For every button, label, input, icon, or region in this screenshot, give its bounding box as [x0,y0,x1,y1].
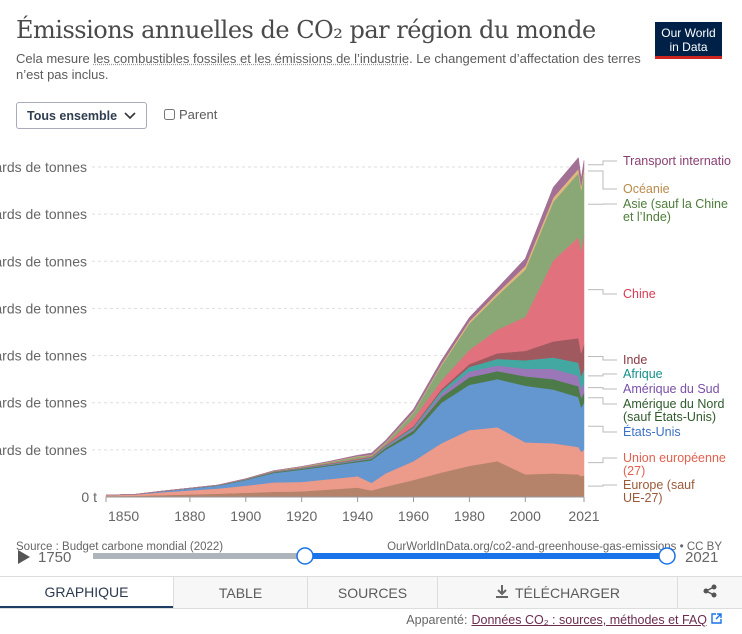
tab-download[interactable]: TÉLÉCHARGER [437,577,677,608]
owid-logo[interactable]: Our World in Data [655,22,722,59]
series-label[interactable]: Océanie [623,183,670,196]
y-tick-label: 25 milliards de tonnes [0,253,87,269]
subtitle-text: . Le changement d’affectation des terres… [16,51,641,82]
tab-bar: GRAPHIQUE TABLE SOURCES TÉLÉCHARGER [0,576,742,609]
series-label[interactable]: Chine [623,288,656,301]
parent-label: Parent [179,107,218,122]
series-label[interactable]: Asie (sauf la Chine et l’Inde) [623,198,728,224]
series-label[interactable]: Transport internatio [623,155,731,168]
x-tick-label: 2021 [568,508,599,524]
series-label-line: Afrique [623,367,663,381]
timeline-start-handle[interactable] [296,547,314,565]
label-connector [588,457,617,464]
x-tick-label: 1850 [108,508,139,524]
label-connector [588,170,617,190]
chevron-down-icon [124,109,136,123]
parent-checkbox[interactable]: Parent [164,107,217,122]
y-tick-label: 10 milliards de tonnes [0,395,87,411]
series-label[interactable]: Inde [623,354,647,367]
series-label-line: UE-27) [623,491,663,505]
y-tick-label: 5 milliards de tonnes [0,442,87,458]
share-icon [703,584,717,601]
series-label-line: Amérique du Sud [623,382,720,396]
label-connector [588,160,617,166]
dropdown-value: Tous ensemble [27,108,118,123]
tab-label: TÉLÉCHARGER [514,584,621,601]
label-connector [588,289,617,295]
related-line: Apparenté: Données CO₂ : sources, méthode… [406,613,722,627]
source-text: Source : Budget carbone mondial (2022) [16,541,224,553]
download-icon [495,584,509,601]
series-label-line: et l’Inde) [623,210,671,224]
series-label[interactable]: Europe (sauf UE-27) [623,479,695,505]
timeline-end-handle[interactable] [658,547,676,565]
y-tick-label: 35 milliards de tonnes [0,159,87,175]
y-tick-label: 15 milliards de tonnes [0,348,87,364]
series-label-line: Océanie [623,182,670,196]
series-label-line: Union européenne [623,451,726,465]
tab-table[interactable]: TABLE [173,577,307,608]
y-tick-label: 30 milliards de tonnes [0,206,87,222]
timeline: 1750 2021 [18,547,718,566]
chart-url[interactable]: OurWorldInData.org/co2-and-greenhouse-ga… [387,541,722,553]
y-tick-label: 0 t [81,489,97,505]
series-label-line: Amérique du Nord [623,397,725,411]
x-tick-label: 1900 [230,508,261,524]
x-tick-label: 1940 [342,508,373,524]
series-label-line: Chine [623,287,656,301]
label-connector [588,425,617,433]
tab-label: GRAPHIQUE [44,583,129,600]
tab-label: TABLE [218,584,263,601]
series-label-line: Inde [623,353,648,367]
timeline-start-label: 1750 [38,549,71,566]
label-connector [588,387,617,390]
timeline-end-label: 2021 [685,549,718,566]
subtitle-text: Cela mesure [16,51,94,66]
x-tick-label: 1880 [174,508,205,524]
series-label[interactable]: Amérique du Sud [623,383,720,396]
area-series-10[interactable] [105,156,585,496]
series-label-line: Transport internatio [623,154,731,168]
related-label: Apparenté: [406,613,468,627]
share-button[interactable] [677,577,742,608]
y-tick-label: 20 milliards de tonnes [0,300,87,316]
series-label-line: (sauf États-Unis) [623,410,717,424]
stack-mode-dropdown[interactable]: Tous ensemble [16,102,147,129]
series-label[interactable]: Afrique [623,368,663,381]
series-label-line: États-Unis [623,425,681,439]
series-label[interactable]: Amérique du Nord (sauf États-Unis) [623,398,724,424]
tab-sources[interactable]: SOURCES [307,577,437,608]
label-connector [588,356,617,361]
series-label-line: Europe (sauf [623,478,695,492]
series-label[interactable]: États-Unis [623,426,681,439]
chart-subtitle: Cela mesure les combustibles fossiles et… [16,51,646,83]
series-label-line: Asie (sauf la Chine [623,197,728,211]
x-tick-label: 1960 [398,508,429,524]
related-link[interactable]: Données CO₂ : sources, méthodes et FAQ [471,613,707,627]
timeline-selected-range [305,553,667,559]
tab-graphique[interactable]: GRAPHIQUE [0,577,173,608]
x-tick-label: 1920 [286,508,317,524]
label-connector [588,373,617,377]
label-connector [588,484,617,487]
subtitle-link[interactable]: les combustibles fossiles et les émissio… [93,51,410,66]
play-icon[interactable] [18,550,30,564]
parent-checkbox-input[interactable] [164,109,175,120]
x-tick-label: 2000 [510,508,541,524]
tab-label: SOURCES [337,584,408,601]
series-label[interactable]: Union européenne (27) [623,452,726,478]
chart-title: Émissions annuelles de CO₂ par région du… [16,16,596,44]
label-connector [588,397,617,405]
series-label-line: (27) [623,464,646,478]
x-tick-label: 1980 [454,508,485,524]
external-link-icon[interactable] [711,613,722,627]
stacked-area-chart: 0 t 5 milliards de tonnes 10 milliards de … [0,156,617,524]
